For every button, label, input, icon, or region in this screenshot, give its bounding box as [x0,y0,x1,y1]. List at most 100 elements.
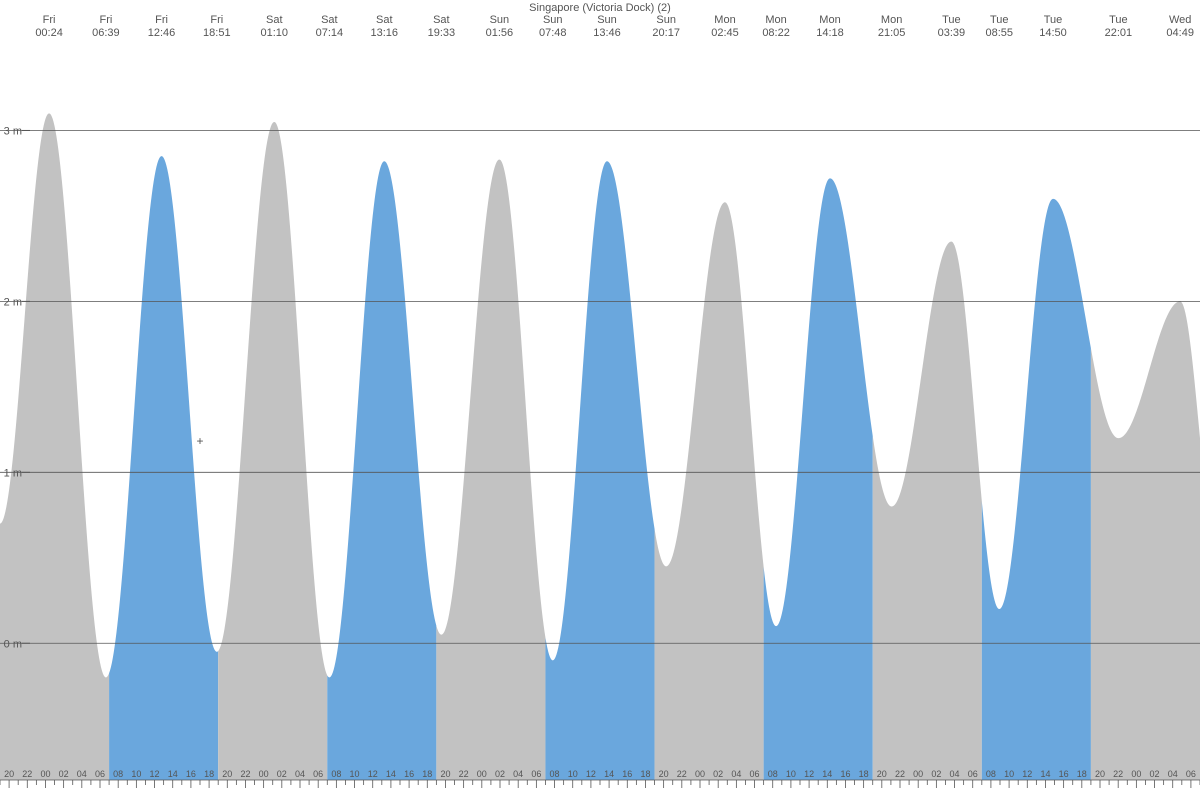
x-axis-label: 14 [168,769,178,779]
tide-band-day [545,161,654,780]
x-axis-label: 20 [659,769,669,779]
x-axis-label: 04 [1168,769,1178,779]
x-axis-label: 10 [131,769,141,779]
x-axis-label: 00 [259,769,269,779]
x-axis-label: 04 [295,769,305,779]
x-axis-label: 04 [77,769,87,779]
top-label-time: 12:46 [148,27,176,39]
top-label-day: Tue [1044,14,1063,26]
x-axis-label: 06 [531,769,541,779]
x-axis-label: 06 [968,769,978,779]
x-axis-label: 20 [4,769,14,779]
tide-band-night [0,113,109,780]
x-axis-label: 18 [204,769,214,779]
x-axis-label: 14 [1040,769,1050,779]
top-label-time: 07:48 [539,27,567,39]
x-axis-label: 10 [1004,769,1014,779]
top-label-time: 04:49 [1166,27,1194,39]
x-axis-label: 08 [986,769,996,779]
tide-chart: 0 m1 m2 m3 mSingapore (Victoria Dock) (2… [0,0,1200,800]
top-label-day: Sun [656,14,676,26]
x-axis-label: 18 [1077,769,1087,779]
x-axis-label: 02 [59,769,69,779]
tide-band-night [655,202,764,780]
x-axis-label: 00 [40,769,50,779]
top-label-time: 01:56 [486,27,514,39]
tide-band-day [109,156,218,780]
x-axis-label: 14 [822,769,832,779]
x-axis-label: 02 [1150,769,1160,779]
top-label-day: Mon [881,14,902,26]
x-axis-label: 00 [913,769,923,779]
x-axis-label: 16 [186,769,196,779]
top-label-day: Mon [819,14,840,26]
x-axis-label: 16 [840,769,850,779]
top-label-time: 18:51 [203,27,231,39]
top-label-day: Mon [765,14,786,26]
x-axis-label: 20 [222,769,232,779]
top-label-time: 08:55 [986,27,1014,39]
x-axis-label: 18 [640,769,650,779]
x-axis-label: 14 [604,769,614,779]
x-axis-label: 16 [1059,769,1069,779]
x-axis-label: 10 [350,769,360,779]
x-axis-label: 08 [113,769,123,779]
x-axis-label: 14 [386,769,396,779]
x-axis-label: 18 [859,769,869,779]
x-axis-label: 08 [331,769,341,779]
y-axis-label: 1 m [4,467,22,479]
x-axis-label: 22 [1113,769,1123,779]
top-label-time: 06:39 [92,27,120,39]
top-label-day: Sun [490,14,510,26]
x-axis-label: 02 [277,769,287,779]
top-label-time: 19:33 [428,27,456,39]
tide-band-night [436,160,545,780]
top-label-time: 07:14 [316,27,344,39]
x-axis-label: 22 [240,769,250,779]
x-axis-label: 12 [368,769,378,779]
x-axis-label: 22 [22,769,32,779]
top-label-day: Sat [266,14,283,26]
tide-band-night [1091,301,1200,780]
top-label-day: Fri [99,14,112,26]
x-axis-label: 22 [459,769,469,779]
tide-band-night [873,242,982,780]
top-label-time: 20:17 [652,27,680,39]
top-label-day: Tue [1109,14,1128,26]
x-axis-label: 12 [804,769,814,779]
chart-title: Singapore (Victoria Dock) (2) [529,2,671,14]
x-axis-label: 04 [950,769,960,779]
top-label-time: 22:01 [1105,27,1133,39]
x-axis-label: 10 [786,769,796,779]
top-label-time: 21:05 [878,27,906,39]
top-label-day: Tue [942,14,961,26]
x-axis-label: 10 [568,769,578,779]
top-label-time: 03:39 [938,27,966,39]
x-axis-label: 00 [695,769,705,779]
x-axis-label: 22 [677,769,687,779]
tide-band-day [327,161,436,780]
tide-band-day [764,178,873,780]
x-axis-label: 12 [150,769,160,779]
x-axis-label: 22 [895,769,905,779]
tide-band-day [982,199,1091,780]
top-label-time: 08:22 [762,27,790,39]
x-axis-label: 16 [404,769,414,779]
x-axis-label: 12 [586,769,596,779]
x-axis-label: 02 [931,769,941,779]
top-label-day: Sat [433,14,450,26]
x-axis-label: 02 [495,769,505,779]
top-label-time: 14:18 [816,27,844,39]
x-axis-label: 06 [1186,769,1196,779]
tide-chart-svg: 0 m1 m2 m3 mSingapore (Victoria Dock) (2… [0,0,1200,800]
x-axis-label: 00 [477,769,487,779]
x-axis-label: 20 [877,769,887,779]
top-label-day: Fri [43,14,56,26]
y-axis-label: 3 m [4,125,22,137]
top-labels: Fri00:24Fri06:39Fri12:46Fri18:51Sat01:10… [35,14,1200,39]
x-axis-label: 04 [731,769,741,779]
x-axis-label: 18 [422,769,432,779]
tide-bands [0,113,1200,780]
x-axis-label: 06 [95,769,105,779]
top-label-time: 01:10 [261,27,289,39]
